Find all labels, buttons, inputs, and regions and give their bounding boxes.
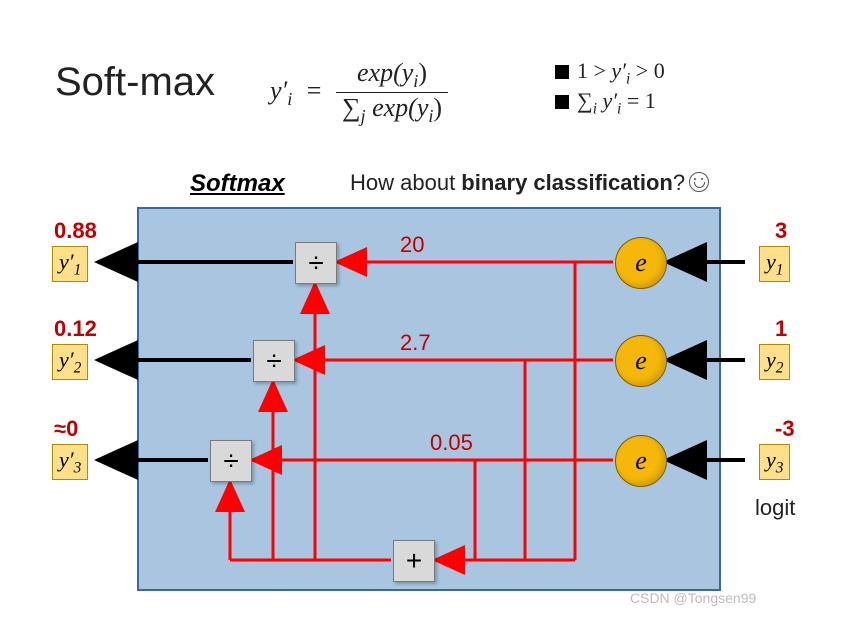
exp-value-1: 20 (400, 232, 424, 258)
divide-node-1: ÷ (295, 242, 337, 284)
divide-node-2: ÷ (253, 340, 295, 382)
formula-lhs: y′i (270, 76, 292, 105)
formula: y′i = exp(yi) ∑j exp(yi) (270, 60, 448, 126)
exp-node-1: e (615, 237, 667, 289)
divide-node-3: ÷ (210, 440, 252, 482)
property-sum: ∑i y′i = 1 (555, 88, 665, 118)
input-value-2: 1 (775, 316, 787, 342)
sum-node: + (393, 540, 435, 582)
output-1: y′1 (52, 246, 88, 282)
watermark: CSDN @Tongsen99 (630, 590, 756, 606)
property-range: 1 > y′i > 0 (555, 58, 665, 88)
softmax-label: Softmax (190, 170, 285, 198)
input-1: y1 (759, 246, 790, 282)
formula-properties: 1 > y′i > 0 ∑i y′i = 1 (555, 58, 665, 119)
subtitle: How about binary classification? (350, 170, 709, 196)
output-value-1: 0.88 (54, 218, 97, 244)
exp-value-2: 2.7 (400, 330, 431, 356)
output-3: y′3 (52, 444, 88, 480)
exp-node-3: e (615, 435, 667, 487)
input-2: y2 (759, 344, 790, 380)
formula-numerator: exp(yi) (336, 60, 448, 93)
formula-denominator: ∑j exp(yi) (336, 93, 448, 125)
output-value-2: 0.12 (54, 316, 97, 342)
input-3: y3 (759, 444, 790, 480)
output-value-3: ≈0 (54, 416, 78, 442)
input-value-1: 3 (775, 218, 787, 244)
input-value-3: -3 (775, 416, 795, 442)
logit-label: logit (755, 495, 795, 521)
smiley-icon (689, 172, 709, 192)
page-title: Soft-max (55, 60, 215, 105)
exp-node-2: e (615, 335, 667, 387)
exp-value-3: 0.05 (430, 430, 473, 456)
output-2: y′2 (52, 344, 88, 380)
